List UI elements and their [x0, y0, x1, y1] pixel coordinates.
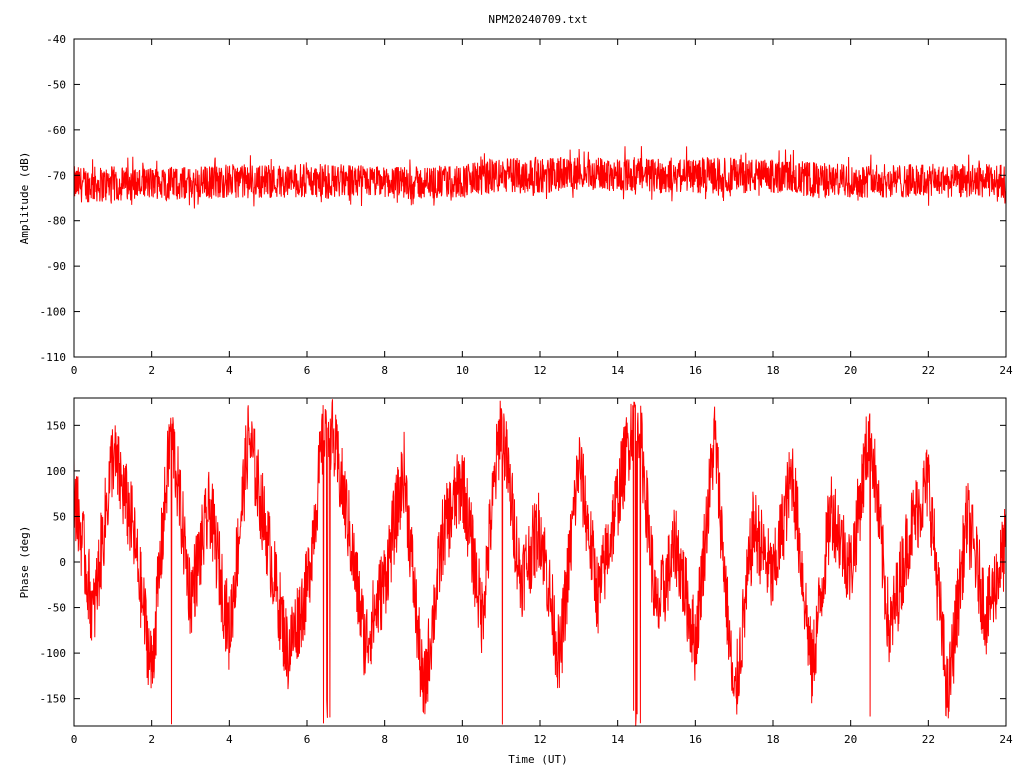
x-tick-label: 0 [71, 733, 78, 746]
x-tick-label: 20 [844, 364, 857, 377]
y-tick-label: 100 [46, 465, 66, 478]
x-tick-label: 14 [611, 733, 625, 746]
y-tick-label: -40 [46, 33, 66, 46]
x-tick-label: 18 [766, 733, 779, 746]
x-tick-label: 12 [533, 733, 546, 746]
x-axis-label: Time (UT) [508, 753, 568, 766]
x-tick-label: 12 [533, 364, 546, 377]
x-tick-label: 8 [381, 364, 388, 377]
x-tick-label: 10 [456, 364, 469, 377]
y-tick-label: -100 [40, 647, 67, 660]
x-tick-label: 8 [381, 733, 388, 746]
x-tick-label: 24 [999, 364, 1013, 377]
x-tick-label: 6 [304, 364, 311, 377]
x-tick-label: 16 [689, 364, 702, 377]
x-tick-label: 18 [766, 364, 779, 377]
x-tick-label: 10 [456, 733, 469, 746]
amplitude-series-line [74, 146, 1006, 209]
y-tick-label: -80 [46, 215, 66, 228]
amplitude-panel: 0 2 4 6 8 10 12 14 16 18 20 22 24-40-50-60-70-80-90-… [18, 33, 1013, 377]
x-tick-label: 2 [148, 733, 155, 746]
x-tick-label: 16 [689, 733, 702, 746]
y-tick-label: -150 [40, 693, 67, 706]
y-tick-label: -110 [40, 351, 67, 364]
x-tick-label: 24 [999, 733, 1013, 746]
y-tick-label: 0 [59, 556, 66, 569]
x-tick-label: 2 [148, 364, 155, 377]
chart-title: NPM20240709.txt [488, 13, 587, 26]
y-tick-label: -70 [46, 169, 66, 182]
y-tick-label: 150 [46, 419, 66, 432]
plot-frame [73, 38, 1007, 358]
x-tick-label: 22 [922, 364, 935, 377]
y-tick-label: -50 [46, 602, 66, 615]
x-tick-label: 22 [922, 733, 935, 746]
y-tick-label: -100 [40, 306, 67, 319]
x-tick-label: 4 [226, 733, 233, 746]
y-tick-label: -50 [46, 78, 66, 91]
y-axis-label: Phase (deg) [18, 526, 31, 599]
y-tick-label: -90 [46, 260, 66, 273]
x-tick-label: 0 [71, 364, 78, 377]
phase-series-line [74, 399, 1006, 726]
y-axis-label: Amplitude (dB) [18, 152, 31, 245]
x-tick-label: 4 [226, 364, 233, 377]
x-tick-label: 6 [304, 733, 311, 746]
x-tick-label: 14 [611, 364, 625, 377]
y-tick-label: -60 [46, 124, 66, 137]
phase-panel: 0 2 4 6 8 10 12 14 16 18 20 22 24150100500-50-100-15… [18, 397, 1013, 746]
x-tick-label: 20 [844, 733, 857, 746]
y-tick-label: 50 [53, 510, 66, 523]
